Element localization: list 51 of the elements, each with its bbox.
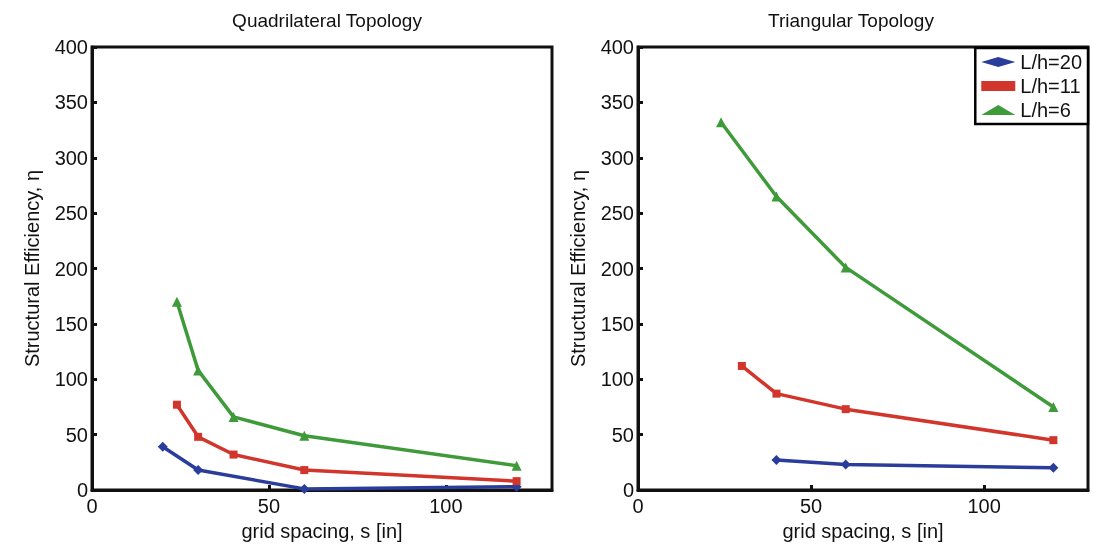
point: [1048, 401, 1059, 412]
point: [771, 455, 782, 466]
y-tick-label: 300: [54, 146, 88, 169]
point: [1049, 436, 1058, 445]
y-tick-label: 350: [600, 91, 634, 114]
y-tick-label: 250: [600, 202, 634, 225]
y-tick-label: 300: [600, 146, 634, 169]
chart-title: Quadrilateral Topology: [232, 10, 423, 31]
x-tick-label: 50: [257, 495, 281, 517]
y-tick-label: 400: [600, 36, 634, 58]
y-tick-label: 200: [600, 257, 634, 280]
point: [157, 441, 168, 452]
point: [172, 400, 181, 409]
y-tick-label: 50: [65, 423, 88, 446]
y-tick-label: 0: [76, 479, 88, 501]
point: [171, 296, 182, 307]
point: [299, 430, 310, 441]
point: [300, 466, 309, 475]
y-tick-label: 150: [54, 312, 88, 335]
point: [511, 460, 522, 471]
point: [193, 365, 204, 376]
point: [840, 262, 851, 273]
chart-title: Triangular Topology: [768, 10, 935, 31]
y-tick-label: 400: [54, 36, 88, 58]
legend-label: L/h=6: [1020, 99, 1071, 121]
point: [716, 117, 727, 128]
point: [229, 450, 238, 459]
point: [512, 477, 521, 486]
y-axis-title: Structural Efficiency, η: [21, 169, 43, 368]
point: [737, 361, 746, 370]
x-tick-label: 100: [967, 495, 1001, 517]
point: [1048, 462, 1059, 473]
legend-label: L/h=20: [1020, 51, 1083, 73]
y-tick-label: 350: [54, 91, 88, 114]
y-tick-label: 100: [54, 368, 88, 391]
y-tick-label: 200: [54, 257, 88, 280]
y-tick-label: 250: [54, 202, 88, 225]
x-axis-title: grid spacing, s [in]: [241, 519, 403, 542]
point: [841, 405, 850, 414]
x-axis-title: grid spacing, s [in]: [782, 519, 944, 542]
point: [772, 389, 781, 398]
y-tick-label: 50: [611, 423, 634, 446]
y-tick-label: 0: [622, 479, 634, 501]
point: [194, 432, 203, 441]
x-tick-label: 100: [429, 495, 463, 517]
point: [228, 411, 239, 422]
y-tick-label: 150: [600, 312, 634, 335]
y-tick-label: 100: [600, 368, 634, 391]
y-axis-title: Structural Efficiency, η: [567, 169, 589, 368]
legend-label: L/h=11: [1020, 75, 1081, 97]
x-tick-label: 50: [799, 495, 823, 517]
